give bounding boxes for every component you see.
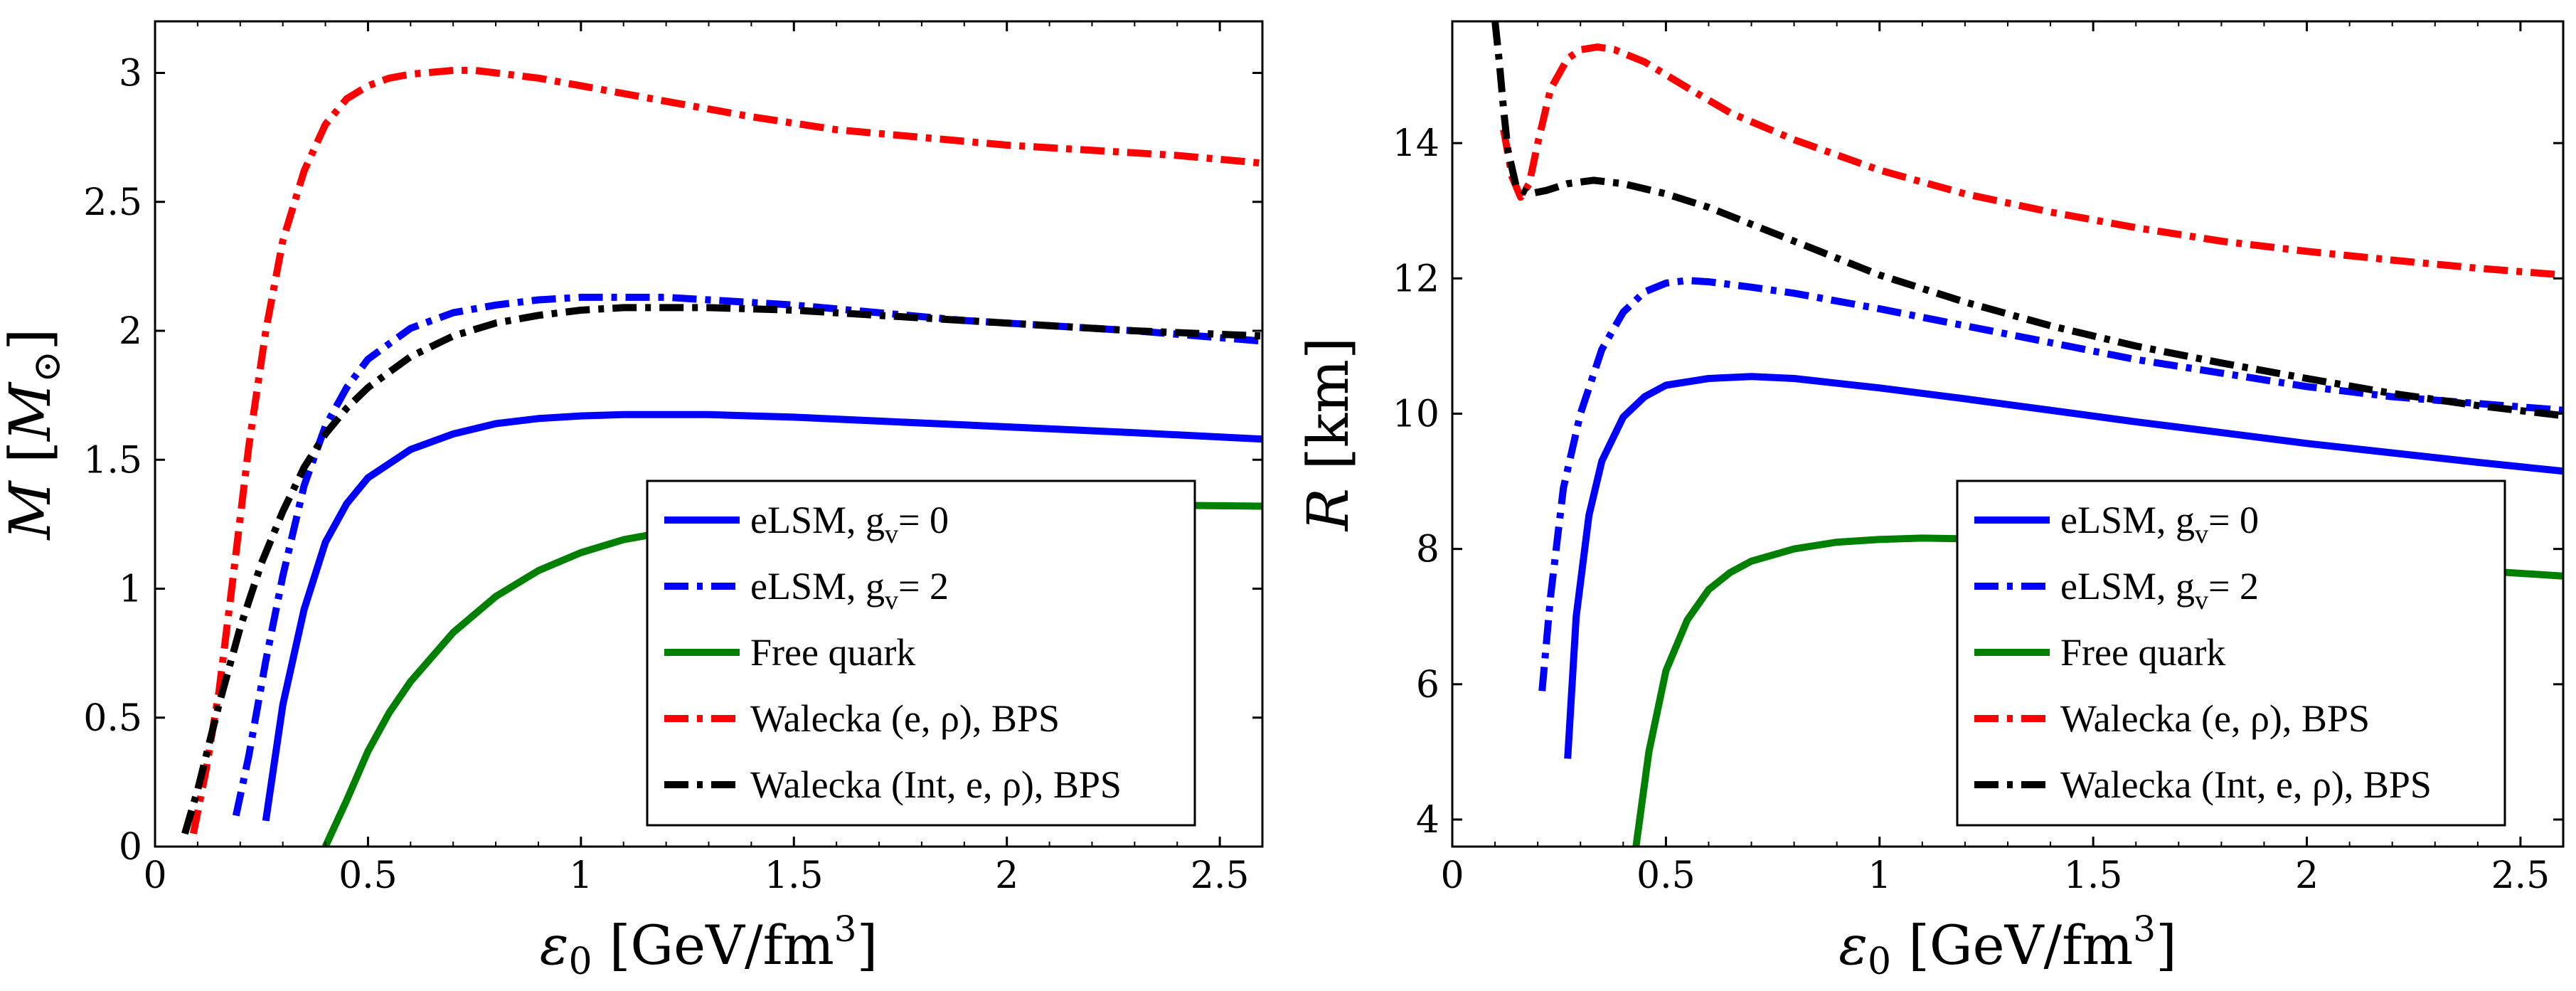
x-axis-close: ]	[2156, 913, 2177, 977]
x-tick-label: 2	[995, 854, 1018, 897]
y-tick-label: 6	[1416, 664, 1439, 706]
series-line-4	[1491, 21, 2563, 420]
x-tick-label: 0.5	[1636, 854, 1696, 897]
x-axis-title: ε0 [GeV/fm3]	[1838, 908, 2177, 983]
x-tick-label: 2	[2295, 854, 2319, 897]
y-tick-label: 2	[119, 310, 142, 353]
series-line-1	[1538, 277, 2563, 691]
x-axis-sub: 0	[1868, 940, 1891, 983]
legend-label-sub: v	[885, 585, 898, 615]
y-tick-label: 1.5	[83, 439, 142, 482]
x-axis-symbol: ε	[1838, 913, 1868, 977]
x-axis-close: ]	[857, 913, 878, 977]
y-tick-label: 10	[1393, 393, 1439, 435]
x-tick-label: 2.5	[2491, 854, 2550, 897]
y-axis-title: R [km]	[1295, 337, 1361, 532]
y-axis-close: ]	[0, 329, 63, 351]
y-axis-unit: M	[0, 381, 63, 442]
y-axis-unit-sub: ⊙	[24, 351, 69, 383]
series-line-0	[1564, 373, 2563, 759]
legend-label-suffix: = 2	[2208, 565, 2259, 608]
legend-label-text: Walecka (Int, e, ρ), BPS	[2060, 763, 2432, 806]
x-tick-label: 1.5	[2064, 854, 2123, 897]
y-tick-label: 14	[1393, 122, 1439, 165]
x-axis-sup: 3	[2133, 908, 2156, 950]
legend-label-2: Free quark	[750, 631, 915, 674]
legend-label-suffix: = 0	[2208, 499, 2259, 541]
y-tick-label: 8	[1416, 529, 1439, 571]
series-line-4	[181, 304, 1262, 835]
legend-label-1: eLSM, gv= 2	[750, 565, 949, 615]
x-axis-title: ε0 [GeV/fm3]	[540, 908, 878, 983]
legend-label-sub: v	[885, 519, 898, 549]
y-tick-label: 2.5	[83, 181, 142, 224]
legend-label-0: eLSM, gv= 0	[750, 499, 949, 549]
y-tick-label: 0	[119, 826, 142, 869]
y-tick-label: 3	[119, 53, 142, 95]
y-tick-label: 1	[119, 568, 142, 611]
x-tick-label: 1.5	[765, 854, 824, 897]
series-line-0	[262, 410, 1262, 822]
legend-label-0: eLSM, gv= 0	[2060, 499, 2259, 549]
series-line-1	[232, 293, 1262, 817]
y-tick-label: 4	[1416, 799, 1439, 842]
legend-label-2: Free quark	[2060, 631, 2225, 674]
x-tick-label: 0	[1440, 854, 1464, 897]
legend-label-text: Walecka (e, ρ), BPS	[750, 697, 1060, 740]
y-axis-symbol: R	[1295, 488, 1361, 532]
x-tick-label: 2.5	[1191, 854, 1250, 897]
y-axis-symbol: M	[0, 479, 63, 541]
legend-label-sub: v	[2195, 585, 2208, 615]
x-axis-symbol: ε	[540, 913, 569, 977]
legend-label-text: eLSM, g	[2060, 565, 2195, 608]
legend-label-4: Walecka (Int, e, ρ), BPS	[750, 763, 1122, 806]
x-axis-unit: [GeV/fm	[592, 913, 834, 977]
legend-label-text: eLSM, g	[750, 565, 885, 608]
legend-label-sub: v	[2195, 519, 2208, 549]
y-tick-label: 0.5	[83, 697, 142, 740]
y-axis-title: M [M⊙]	[0, 329, 69, 541]
legend-label-text: Walecka (e, ρ), BPS	[2060, 697, 2370, 740]
x-axis-unit: [GeV/fm	[1891, 913, 2133, 977]
legend-label-1: eLSM, gv= 2	[2060, 565, 2259, 615]
x-tick-label: 1	[1868, 854, 1891, 897]
series-line-3	[189, 66, 1262, 834]
series-line-3	[1500, 43, 2563, 279]
legend-label-text: eLSM, g	[750, 499, 885, 541]
x-tick-label: 0.5	[339, 854, 398, 897]
legend-label-text: Free quark	[750, 631, 915, 674]
y-axis-open: [	[0, 441, 63, 482]
y-tick-label: 12	[1393, 258, 1439, 300]
x-tick-label: 1	[569, 854, 592, 897]
x-axis-sub: 0	[569, 940, 592, 983]
legend-label-4: Walecka (Int, e, ρ), BPS	[2060, 763, 2432, 806]
x-axis-sup: 3	[834, 908, 857, 950]
legend-label-suffix: = 0	[898, 499, 949, 541]
legend-label-text: Free quark	[2060, 631, 2225, 674]
legend-label-3: Walecka (e, ρ), BPS	[2060, 697, 2370, 740]
x-tick-label: 0	[143, 854, 166, 897]
legend-label-3: Walecka (e, ρ), BPS	[750, 697, 1060, 740]
legend-label-text: eLSM, g	[2060, 499, 2195, 541]
y-axis-unit: [km]	[1295, 337, 1361, 488]
legend-label-suffix: = 2	[898, 565, 949, 608]
legend-label-text: Walecka (Int, e, ρ), BPS	[750, 763, 1122, 806]
